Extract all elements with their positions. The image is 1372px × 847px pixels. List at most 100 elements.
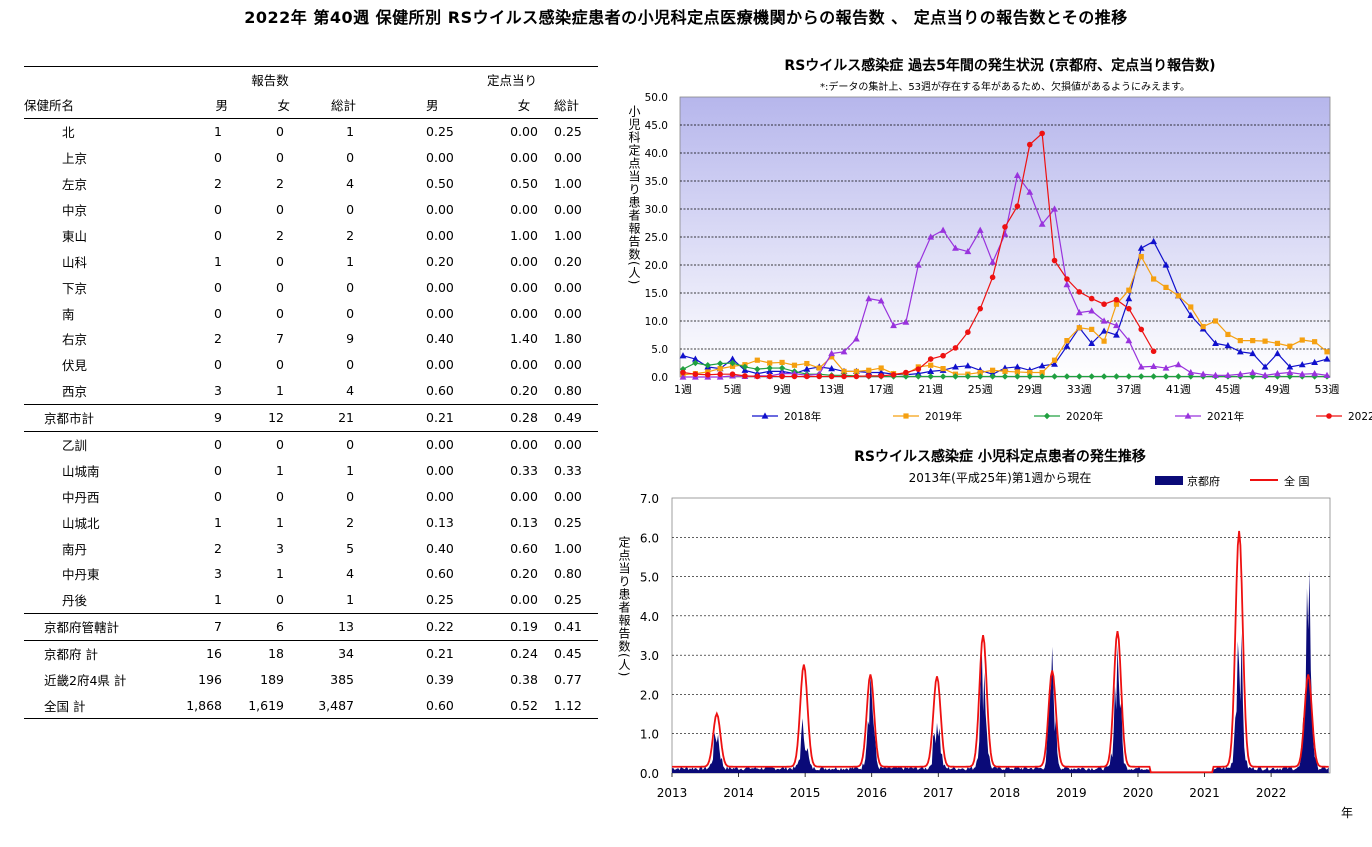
data-point	[1014, 373, 1021, 380]
data-point	[1150, 362, 1158, 369]
data-point	[1162, 261, 1170, 268]
data-point	[1027, 369, 1033, 376]
data-point	[1101, 301, 1107, 307]
male-count-cell: 2	[214, 176, 222, 192]
data-point	[1113, 301, 1120, 307]
female-count-cell: 1	[276, 462, 284, 478]
female-count-cell: 12	[236, 404, 298, 432]
chart1-xtick-label: 9週	[773, 383, 791, 396]
data-point	[890, 321, 897, 329]
female-rate-cell: 0.33	[510, 462, 538, 478]
column-header-rate-male-label: 男	[426, 98, 439, 114]
data-point	[990, 367, 996, 373]
data-point	[1051, 373, 1058, 380]
male-count-cell: 1	[214, 514, 222, 530]
chart2-xtick-label: 2018	[990, 786, 1021, 800]
total-count-cell: 0	[346, 279, 355, 295]
data-point	[1001, 373, 1009, 380]
chart1-ytick-label: 5.0	[651, 344, 668, 356]
data-point	[828, 373, 835, 380]
total-count-cell: 4	[298, 377, 367, 405]
data-point	[903, 369, 909, 376]
data-point	[1287, 343, 1293, 349]
hc-name-cell: 山城北	[62, 515, 100, 531]
total-count-cell: 2	[346, 514, 355, 530]
data-point	[729, 359, 736, 367]
table-row: 全国 計 1,868 1,619 3,487 0.60 0.52 1.12	[24, 692, 599, 720]
data-point	[679, 373, 687, 380]
table-row: 京都市計 9 12 21 0.21 0.28 0.49	[24, 404, 599, 432]
total-rate-cell: 1.80	[554, 331, 582, 347]
chart1-ytick-label: 45.0	[645, 120, 668, 132]
data-point	[729, 355, 736, 362]
gap-cell	[366, 561, 426, 587]
chart1-plot-area	[679, 96, 1331, 378]
male-rate-cell: 0.00	[426, 305, 454, 321]
table-row: 上京 0 0 0 0.00 0.00 0.00	[24, 145, 598, 171]
total-count-cell: 0	[346, 488, 355, 504]
data-point	[865, 373, 872, 379]
total-rate-cell: 0.77	[554, 672, 582, 688]
total-rate-cell: 0.80	[554, 377, 599, 405]
hc-name-cell: 東山	[62, 228, 88, 244]
male-count-cell: 3	[174, 377, 236, 405]
table-row: 乙訓 0 0 0 0.00 0.00 0.00	[24, 431, 598, 457]
gap-cell	[366, 300, 426, 326]
gap-cell	[366, 326, 426, 352]
data-point	[952, 244, 959, 251]
table-row: 山城南 0 1 1 0.00 0.33 0.33	[24, 457, 598, 483]
male-rate-cell: 0.21	[426, 404, 495, 432]
female-rate-cell: 1.00	[510, 227, 538, 243]
total-rate-cell: 0.00	[554, 202, 582, 217]
male-count-cell: 9	[174, 404, 236, 432]
data-point	[1312, 339, 1318, 345]
data-point	[878, 373, 884, 379]
gap-cell	[366, 377, 427, 405]
chart1-ytick-label: 0.0	[651, 372, 668, 384]
chart1-ytick-label: 10.0	[645, 316, 668, 328]
hc-name-cell: 乙訓	[62, 438, 88, 454]
hc-name-cell: 山科	[62, 254, 88, 270]
gap-cell	[366, 692, 427, 720]
data-point	[976, 226, 984, 233]
gap-cell	[366, 222, 426, 248]
gap-cell	[366, 352, 426, 378]
hc-name-cell: 京都府管轄計	[24, 613, 174, 641]
female-rate-cell: 0.00	[510, 202, 538, 217]
male-rate-cell: 0.25	[426, 586, 495, 614]
data-point	[705, 369, 711, 375]
data-point	[1184, 412, 1192, 419]
data-point	[1075, 309, 1083, 316]
gap-cell	[366, 274, 426, 300]
data-point	[841, 368, 847, 374]
data-point	[1237, 338, 1243, 344]
table-row: 近畿2府4県 計 196 189 385 0.39 0.38 0.77	[24, 667, 598, 693]
chart2-ytick-label: 3.0	[640, 649, 659, 663]
female-count-cell: 0	[276, 488, 284, 504]
report-table-body: 報告数 定点当り 保健所名 男 女 総計 男 女 総計 北 1 0 1 0.25 0.00…	[24, 66, 599, 720]
chart1-xtick-label: 1週	[674, 383, 692, 396]
data-point	[877, 297, 885, 304]
total-rate-cell: 0.00	[554, 437, 582, 453]
table-row: 京都府管轄計 7 6 13 0.22 0.19 0.41	[24, 613, 599, 641]
total-rate-cell: 0.00	[554, 357, 582, 373]
data-point	[1126, 287, 1132, 293]
chart2-xtick-label: 2019	[1056, 786, 1087, 800]
chart2-xlabel: 年	[1341, 806, 1353, 820]
data-point	[964, 247, 972, 255]
female-count-cell: 3	[276, 540, 284, 556]
data-point	[1311, 358, 1319, 366]
data-point	[1323, 371, 1331, 378]
data-point	[853, 373, 860, 380]
data-point	[729, 363, 736, 369]
male-rate-cell: 0.21	[426, 646, 454, 662]
female-rate-cell: 1.40	[510, 331, 538, 347]
data-point	[1051, 205, 1058, 212]
total-count-cell: 0	[346, 437, 355, 453]
chart1-note: *:データの集計上、53週が存在する年があるため、欠損値があるようにみえます。	[819, 82, 1191, 93]
total-count-cell: 385	[330, 672, 355, 688]
male-rate-cell: 0.50	[426, 176, 454, 192]
chart2-title: RSウイルス感染症 小児科定点患者の発生推移	[854, 449, 1146, 465]
female-rate-cell: 0.24	[510, 646, 538, 662]
female-rate-cell: 0.20	[494, 377, 555, 405]
